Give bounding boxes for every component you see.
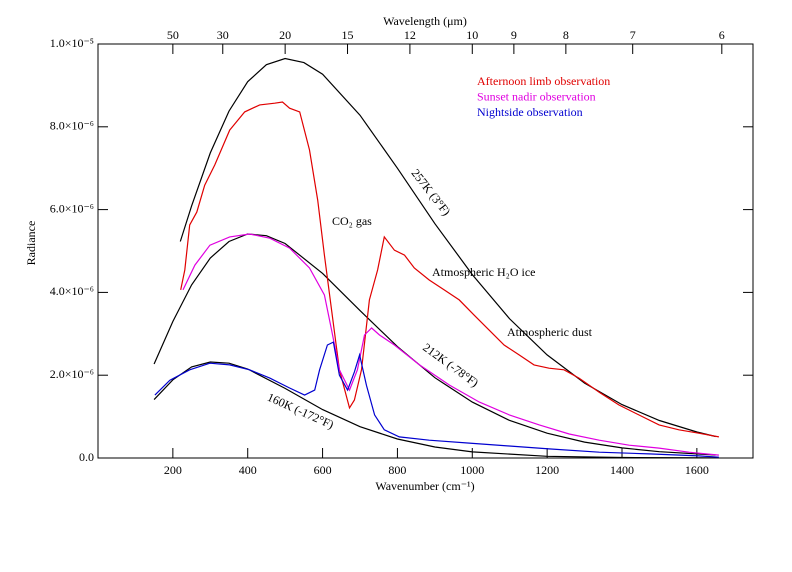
- y-axis-label: Radiance: [24, 221, 38, 266]
- y-tick-label: 2.0×10⁻⁶: [50, 367, 94, 381]
- x2-tick-label: 20: [279, 28, 291, 42]
- legend-entry: Afternoon limb observation: [477, 74, 610, 88]
- annotation: CO₂ gas: [332, 214, 372, 228]
- x2-tick-label: 6: [719, 28, 725, 42]
- legend-entry: Sunset nadir observation: [477, 89, 596, 103]
- series-line: [182, 233, 719, 456]
- x2-tick-label: 50: [167, 28, 179, 42]
- x-tick-label: 1600: [685, 463, 709, 477]
- legend-entry: Nightside observation: [477, 105, 583, 119]
- x2-tick-label: 8: [563, 28, 569, 42]
- x-tick-label: 1000: [460, 463, 484, 477]
- plot-frame: [97, 43, 754, 459]
- y-tick-label: 0.0: [79, 450, 94, 464]
- series-line: [154, 341, 719, 458]
- annotation: Atmospheric dust: [507, 325, 593, 339]
- y-tick-label: 1.0×10⁻⁵: [50, 36, 94, 50]
- x2-tick-label: 7: [630, 28, 636, 42]
- x2-tick-label: 15: [342, 28, 354, 42]
- x2-tick-label: 30: [217, 28, 229, 42]
- x-tick-label: 400: [239, 463, 257, 477]
- y-tick-label: 8.0×10⁻⁶: [50, 119, 94, 133]
- x-axis-label: Wavenumber (cm⁻¹): [375, 479, 474, 493]
- annotation: Atmospheric H₂O ice: [432, 265, 536, 279]
- series-line: [180, 101, 720, 438]
- x-tick-label: 1200: [535, 463, 559, 477]
- x2-tick-label: 9: [511, 28, 517, 42]
- x-tick-label: 600: [314, 463, 332, 477]
- x2-tick-label: 10: [466, 28, 478, 42]
- y-tick-label: 4.0×10⁻⁶: [50, 284, 94, 298]
- x2-axis-label: Wavelength (μm): [383, 14, 467, 28]
- blackbody-curve: [153, 361, 716, 459]
- curve-label: 257K (3°F): [408, 166, 453, 218]
- x2-tick-label: 12: [404, 28, 416, 42]
- x-tick-label: 800: [388, 463, 406, 477]
- curve-label: 212K (-78°F): [420, 340, 481, 390]
- blackbody-curve: [153, 233, 716, 456]
- y-tick-label: 6.0×10⁻⁶: [50, 201, 94, 215]
- blackbody-curve: [179, 57, 716, 438]
- x-tick-label: 1400: [610, 463, 634, 477]
- x-tick-label: 200: [164, 463, 182, 477]
